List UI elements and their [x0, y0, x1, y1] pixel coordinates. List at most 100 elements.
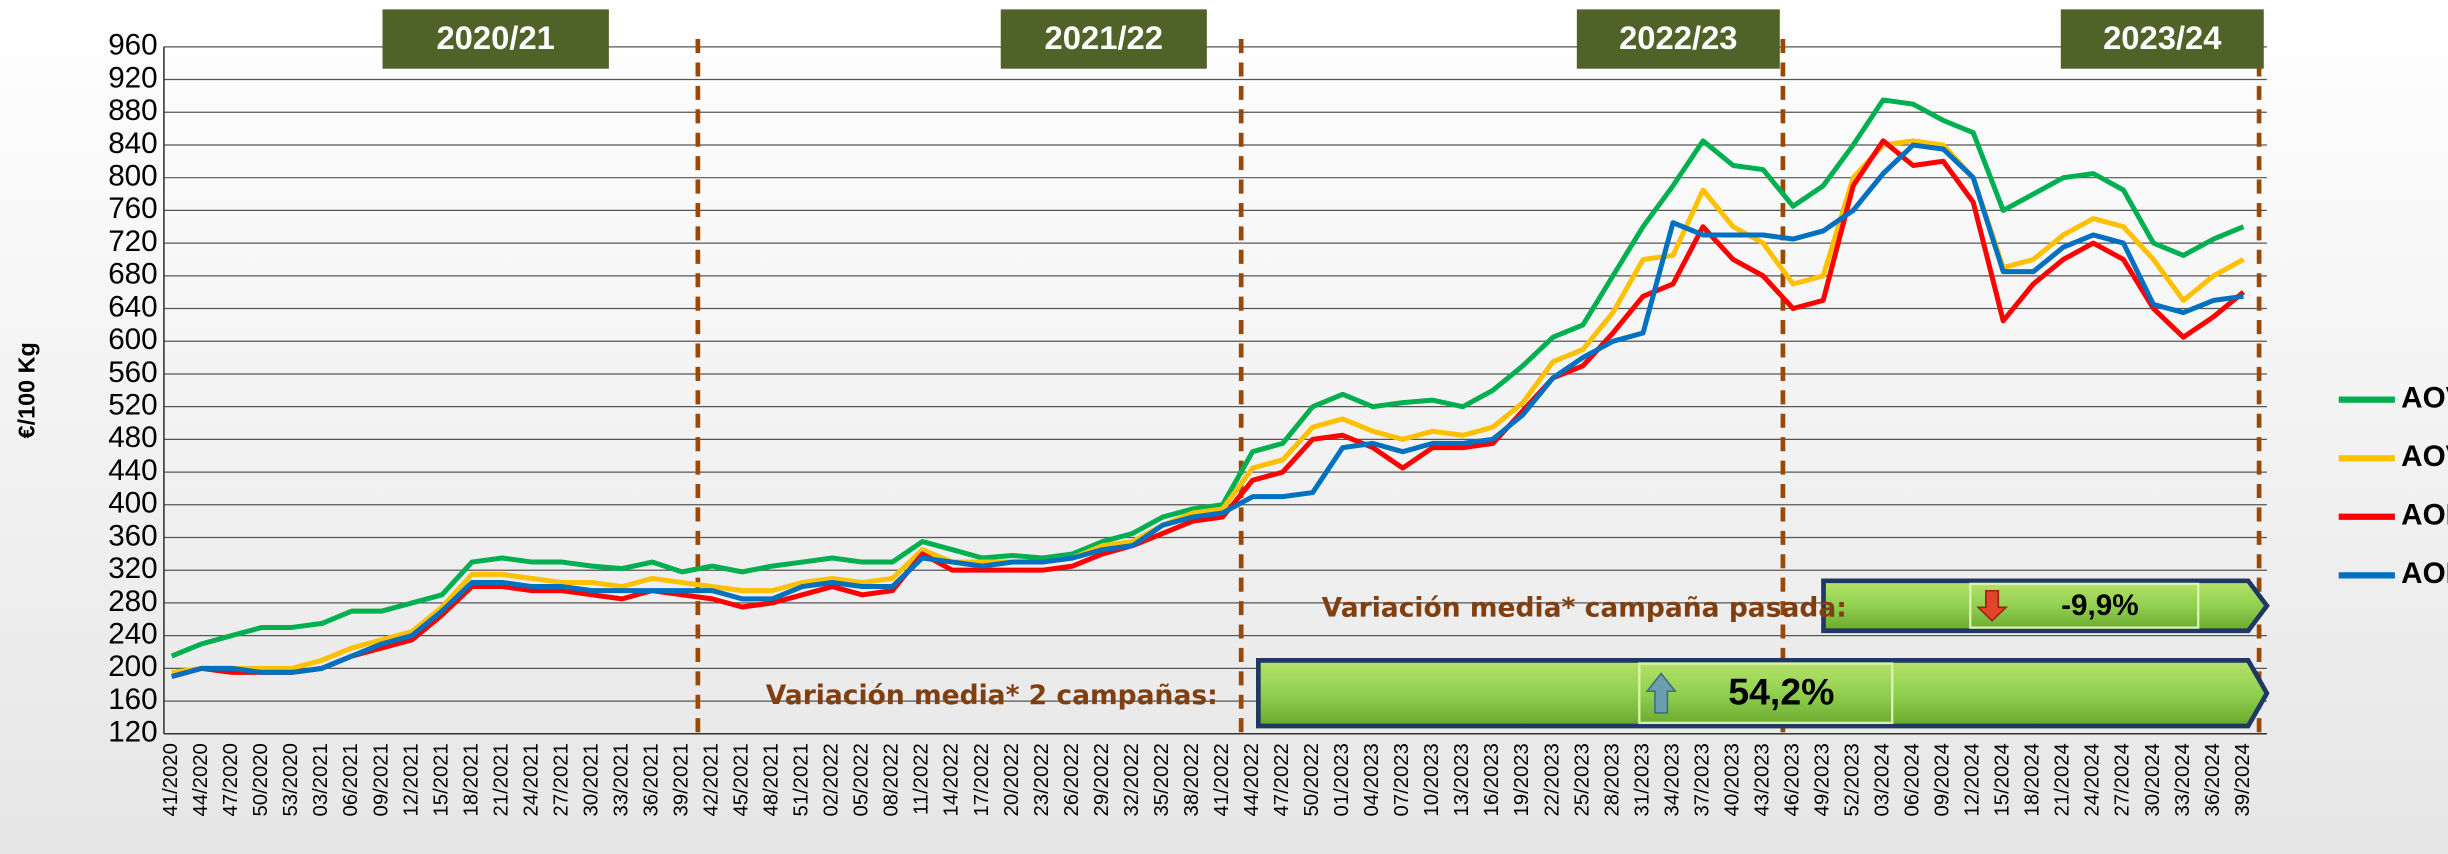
x-tick-label: 50/2022: [1301, 743, 1323, 816]
x-tick-label: 41/2022: [1211, 743, 1233, 816]
series-line: [171, 142, 2244, 679]
x-tick-label: 35/2022: [1151, 743, 1173, 816]
x-tick-label: 47/2020: [220, 743, 242, 816]
x-tick-label: 53/2020: [280, 743, 302, 816]
campaign-box: [1000, 9, 1207, 69]
x-tick-label: 36/2024: [2202, 743, 2224, 816]
y-tick-label: 960: [108, 29, 157, 62]
x-tick-label: 51/2021: [791, 743, 813, 816]
x-tick-label: 43/2023: [1751, 743, 1773, 816]
arrow-down: [1976, 589, 2009, 622]
x-tick-label: 32/2022: [1121, 743, 1143, 816]
y-tick-label: 760: [108, 192, 157, 225]
campaign-label: 2020/21: [436, 19, 554, 56]
y-tick-label: 320: [108, 552, 157, 585]
y-tick-label: 680: [108, 258, 157, 291]
campaign-box: [382, 9, 609, 69]
x-tick-label: 27/2024: [2112, 743, 2134, 816]
x-tick-label: 07/2023: [1391, 743, 1413, 816]
x-tick-label: 24/2021: [520, 743, 542, 816]
legend-label: AOL: [2401, 499, 2448, 532]
x-tick-label: 03/2021: [310, 743, 332, 816]
x-tick-label: 18/2024: [2022, 743, 2044, 816]
variation-bar: [1256, 658, 2270, 729]
x-tick-label: 18/2021: [460, 743, 482, 816]
x-tick-label: 25/2023: [1571, 743, 1593, 816]
x-tick-label: 03/2024: [1872, 743, 1894, 816]
x-tick-label: 48/2021: [761, 743, 783, 816]
x-tick-label: 33/2021: [610, 743, 632, 816]
x-tick-label: 08/2022: [881, 743, 903, 816]
x-tick-label: 45/2021: [731, 743, 753, 816]
x-tick-label: 06/2021: [340, 743, 362, 816]
y-tick-label: 920: [108, 61, 157, 94]
x-tick-label: 13/2023: [1451, 743, 1473, 816]
legend-label: AOR: [2401, 557, 2448, 590]
x-tick-label: 17/2022: [971, 743, 993, 816]
x-tick-label: 30/2024: [2142, 743, 2164, 816]
x-tick-label: 21/2024: [2052, 743, 2074, 816]
x-tick-label: 34/2023: [1661, 743, 1683, 816]
x-tick-label: 38/2022: [1181, 743, 1203, 816]
y-tick-label: 840: [108, 127, 157, 160]
x-tick-label: 28/2023: [1601, 743, 1623, 816]
series-line: [170, 97, 2245, 659]
x-tick-label: 36/2021: [640, 743, 662, 816]
variation-bar: [1821, 578, 2270, 634]
x-tick-label: 50/2020: [250, 743, 272, 816]
x-tick-label: 14/2022: [941, 743, 963, 816]
x-tick-label: 09/2021: [370, 743, 392, 816]
x-tick-label: 21/2021: [490, 743, 512, 816]
x-tick-label: 30/2021: [580, 743, 602, 816]
x-tick-label: 27/2021: [550, 743, 572, 816]
y-tick-label: 800: [108, 160, 157, 193]
variation-caption: Variación media* campaña pasada:: [1322, 592, 1847, 623]
series-line: [171, 138, 2246, 679]
x-tick-label: 24/2024: [2082, 743, 2104, 816]
y-tick-label: 720: [108, 225, 157, 258]
x-tick-label: 12/2024: [1962, 743, 1984, 816]
x-tick-label: 33/2024: [2172, 743, 2194, 816]
x-tick-label: 37/2023: [1691, 743, 1713, 816]
y-tick-label: 280: [108, 585, 157, 618]
campaign-box: [2060, 9, 2264, 69]
variation-caption: Variación media* 2 campañas:: [766, 680, 1218, 711]
campaign-label: 2023/24: [2103, 19, 2222, 56]
y-axis-label: €/100 Kg: [13, 342, 39, 438]
variation-inner-box: [1638, 662, 1894, 725]
x-tick-label: 46/2023: [1781, 743, 1803, 816]
x-tick-label: 04/2023: [1361, 743, 1383, 816]
y-tick-label: 440: [108, 454, 157, 487]
x-tick-label: 44/2022: [1241, 743, 1263, 816]
y-tick-label: 520: [108, 388, 157, 421]
campaign-label: 2022/23: [1619, 19, 1737, 56]
campaign-box: [1576, 9, 1780, 69]
x-tick-label: 19/2023: [1511, 743, 1533, 816]
series-line: [171, 138, 2245, 675]
y-tick-label: 480: [108, 421, 157, 454]
y-tick-label: 360: [108, 519, 157, 552]
x-tick-label: 52/2023: [1842, 743, 1864, 816]
x-tick-label: 12/2021: [400, 743, 422, 816]
x-tick-label: 23/2022: [1031, 743, 1053, 816]
x-tick-label: 42/2021: [701, 743, 723, 816]
x-tick-label: 44/2020: [190, 743, 212, 816]
x-tick-label: 20/2022: [1001, 743, 1023, 816]
arrow-up: [1645, 672, 1677, 714]
y-tick-label: 560: [108, 356, 157, 389]
x-tick-label: 49/2023: [1811, 743, 1833, 816]
legend-label: AOVE: [2401, 382, 2448, 415]
y-tick-label: 160: [108, 683, 157, 716]
x-tick-label: 01/2023: [1331, 743, 1353, 816]
x-tick-label: 06/2024: [1902, 743, 1924, 816]
variation-inner-box: [1969, 582, 2200, 629]
x-tick-label: 02/2022: [821, 743, 843, 816]
x-tick-label: 22/2023: [1541, 743, 1563, 816]
variation-value: 54,2%: [1728, 671, 1834, 713]
x-tick-label: 26/2022: [1061, 743, 1083, 816]
x-tick-label: 39/2024: [2232, 743, 2254, 816]
x-tick-label: 31/2023: [1631, 743, 1653, 816]
y-tick-label: 200: [108, 650, 157, 683]
y-tick-label: 120: [108, 716, 157, 749]
